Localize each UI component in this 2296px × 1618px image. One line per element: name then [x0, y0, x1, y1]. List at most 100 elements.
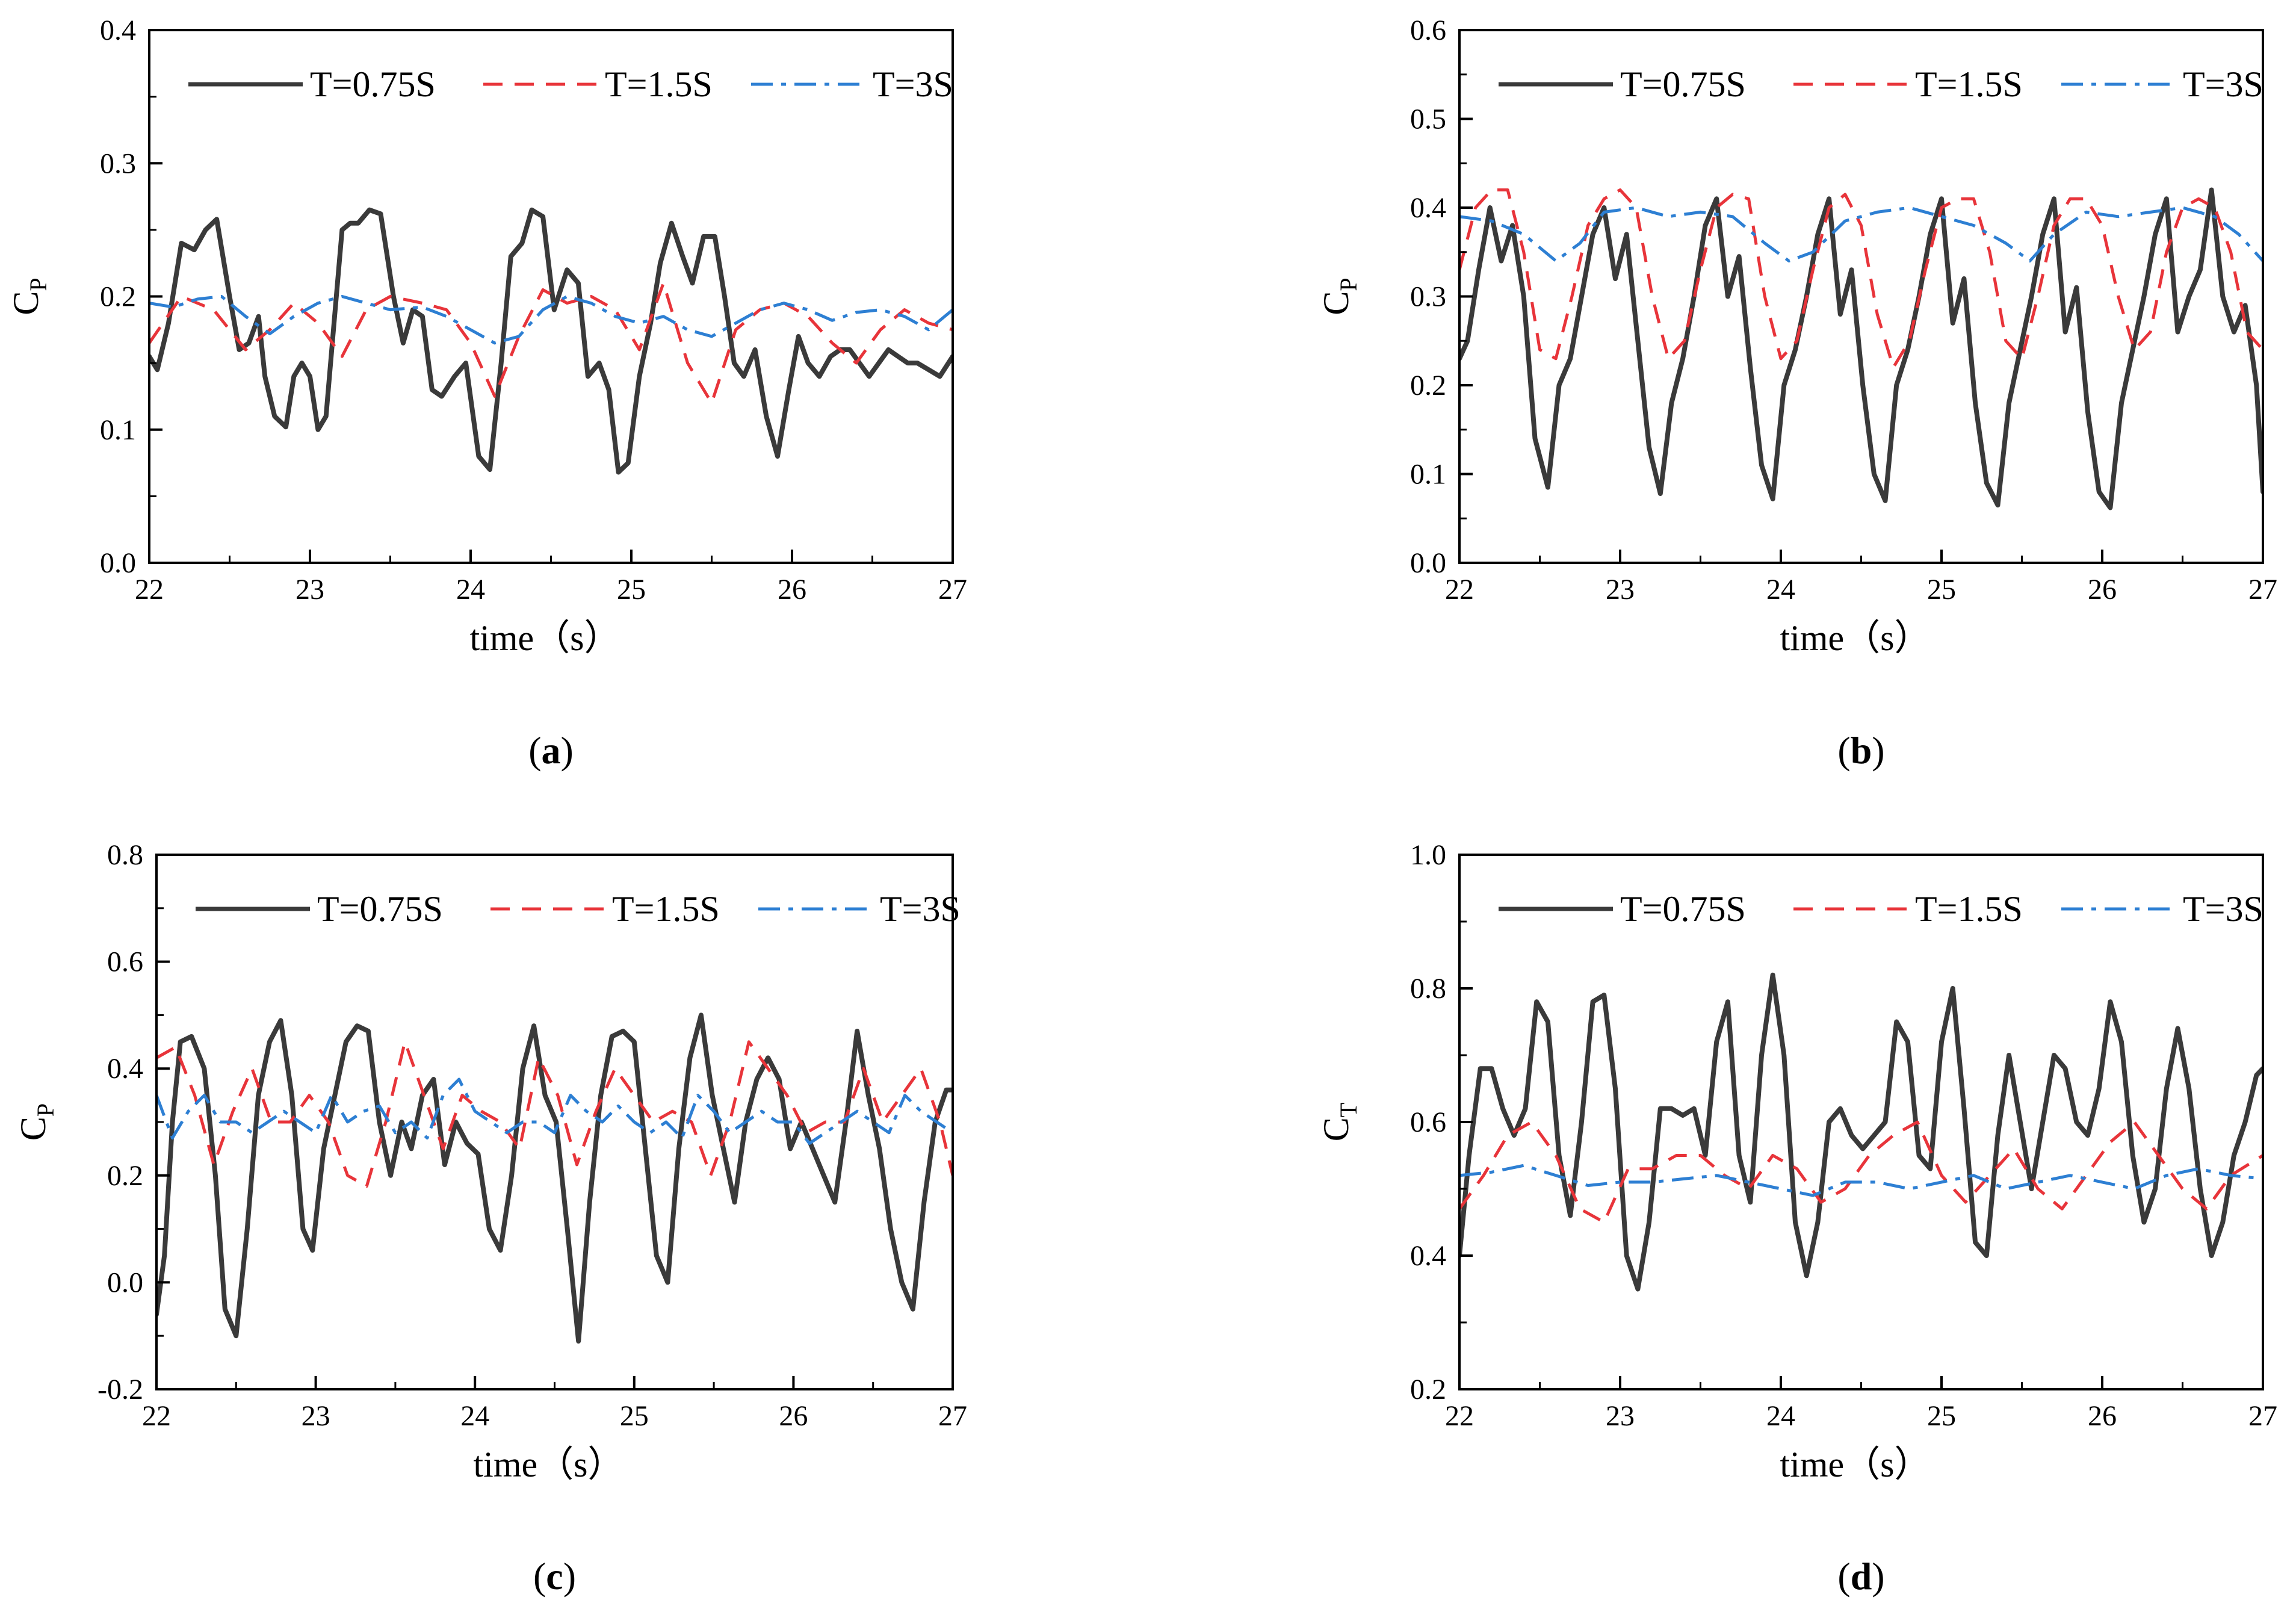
legend-label-T=3S: T=3S	[880, 889, 961, 929]
series-line-T=3S	[149, 295, 953, 345]
chart-panel-a: 22 23 24 25 26 27 0.0 0.1 0.2 0.3 0.4 time（s） CP T=0.…	[6, 14, 967, 772]
y-tick-label: 0.0	[100, 547, 136, 579]
x-axis-title: time（s）	[474, 1445, 624, 1484]
series-line-T=1.5S	[1459, 188, 2263, 369]
x-tick-label: 23	[1606, 1400, 1635, 1432]
y-tick-label: 0.2	[1410, 1374, 1446, 1406]
panel-label: (a)	[528, 729, 574, 772]
y-axis-title-subscript: P	[1335, 277, 1362, 291]
y-tick-label: 0.8	[1410, 973, 1446, 1005]
x-tick-label: 25	[1927, 1400, 1956, 1432]
x-tick-label: 26	[779, 1400, 808, 1432]
legend-label-T=3S: T=3S	[873, 64, 953, 104]
x-tick-label: 26	[2088, 1400, 2117, 1432]
x-tick-label: 23	[296, 574, 324, 606]
x-tick-label: 24	[456, 574, 485, 606]
x-tick-label: 22	[142, 1400, 171, 1432]
y-tick-label: 0.6	[1410, 14, 1446, 46]
panel-label: (d)	[1837, 1555, 1884, 1598]
y-tick-label: 1.0	[1410, 839, 1446, 871]
x-tick-label: 24	[1766, 574, 1795, 606]
series-line-T=1.5S	[149, 281, 953, 404]
y-axis-title-main: C	[1316, 1117, 1356, 1141]
chart-panel-c: 22 23 24 25 26 27 -0.2 0.0 0.2 0.4 0.6 0.8 time（s） CP…	[13, 839, 967, 1598]
series-line-T=3S	[1459, 1164, 2263, 1197]
legend-label-T=0.75S: T=0.75S	[1620, 889, 1746, 929]
y-tick-label: 0.0	[1410, 547, 1446, 579]
x-tick-label: 22	[135, 574, 164, 606]
y-axis-title: CP	[13, 1103, 59, 1141]
y-axis-title-main: C	[13, 1117, 53, 1141]
y-axis-title-main: C	[1316, 291, 1356, 315]
y-tick-label: 0.3	[100, 147, 136, 179]
series-line-T=1.5S	[1459, 1120, 2263, 1224]
y-tick-label: 0.4	[107, 1053, 143, 1085]
series-line-T=0.75S	[1459, 187, 2263, 510]
series-line-T=3S	[156, 1077, 953, 1145]
legend-label-T=3S: T=3S	[2183, 64, 2264, 104]
y-tick-label: 0.2	[100, 281, 136, 313]
y-axis-title-subscript: P	[32, 1103, 59, 1117]
panel-letter: b	[1851, 729, 1872, 772]
y-tick-label: 0.6	[107, 946, 143, 978]
legend-label-T=0.75S: T=0.75S	[317, 889, 443, 929]
legend-label-T=1.5S: T=1.5S	[612, 889, 720, 929]
y-tick-label: 0.6	[1410, 1106, 1446, 1138]
y-tick-label: -0.2	[97, 1374, 143, 1406]
series-line-T=1.5S	[156, 1040, 953, 1188]
series-line-T=0.75S	[156, 1012, 953, 1344]
legend-label-T=0.75S: T=0.75S	[310, 64, 436, 104]
series-line-T=3S	[1459, 206, 2263, 262]
x-tick-label: 24	[460, 1400, 489, 1432]
y-axis-title: CP	[6, 277, 52, 315]
x-tick-label: 25	[620, 1400, 649, 1432]
y-tick-label: 0.2	[1410, 370, 1446, 401]
panel-letter: d	[1851, 1555, 1872, 1598]
x-axis-title: time（s）	[470, 618, 620, 658]
x-tick-label: 24	[1766, 1400, 1795, 1432]
x-tick-label: 22	[1445, 1400, 1474, 1432]
panel-letter: c	[546, 1555, 563, 1598]
y-tick-label: 0.1	[1410, 459, 1446, 491]
y-tick-label: 0.5	[1410, 104, 1446, 135]
y-tick-label: 0.8	[107, 839, 143, 871]
chart-panel-d: 22 23 24 25 26 27 0.2 0.4 0.6 0.8 1.0 time（s） CT T=0.…	[1316, 839, 2277, 1598]
y-axis-title-subscript: P	[25, 277, 52, 291]
chart-panel-b: 22 23 24 25 26 27 0.0 0.1 0.2 0.3 0.4 0.5 0.6 time（s）…	[1316, 14, 2277, 772]
y-tick-label: 0.0	[107, 1266, 143, 1298]
x-tick-label: 22	[1445, 574, 1474, 606]
y-tick-label: 0.4	[1410, 192, 1446, 224]
x-tick-label: 26	[2088, 574, 2117, 606]
x-tick-label: 23	[1606, 574, 1635, 606]
legend-label-T=1.5S: T=1.5S	[605, 64, 713, 104]
panel-letter: a	[542, 729, 561, 772]
y-tick-label: 0.3	[1410, 281, 1446, 313]
x-tick-label: 25	[617, 574, 646, 606]
x-tick-label: 27	[2248, 1400, 2277, 1432]
y-tick-label: 0.4	[1410, 1240, 1446, 1272]
y-axis-title: CT	[1316, 1103, 1362, 1141]
y-tick-label: 0.1	[100, 414, 136, 446]
panel-label: (b)	[1837, 729, 1884, 772]
x-axis-title: time（s）	[1780, 618, 1931, 658]
y-tick-label: 0.4	[100, 14, 136, 46]
panel-label: (c)	[533, 1555, 576, 1598]
legend-label-T=1.5S: T=1.5S	[1915, 889, 2023, 929]
x-tick-label: 25	[1927, 574, 1956, 606]
x-tick-label: 23	[302, 1400, 330, 1432]
y-axis-title-main: C	[6, 291, 46, 315]
series-line-T=0.75S	[149, 207, 953, 475]
y-tick-label: 0.2	[107, 1160, 143, 1192]
y-axis-title: CP	[1316, 277, 1362, 315]
x-tick-label: 27	[2248, 574, 2277, 606]
x-axis-title: time（s）	[1780, 1445, 1931, 1484]
series-line-T=0.75S	[1459, 972, 2263, 1292]
x-tick-label: 26	[778, 574, 806, 606]
legend-label-T=1.5S: T=1.5S	[1915, 64, 2023, 104]
y-axis-title-subscript: T	[1335, 1103, 1362, 1117]
legend-label-T=3S: T=3S	[2183, 889, 2264, 929]
x-tick-label: 27	[938, 1400, 967, 1432]
legend-label-T=0.75S: T=0.75S	[1620, 64, 1746, 104]
x-tick-label: 27	[938, 574, 967, 606]
